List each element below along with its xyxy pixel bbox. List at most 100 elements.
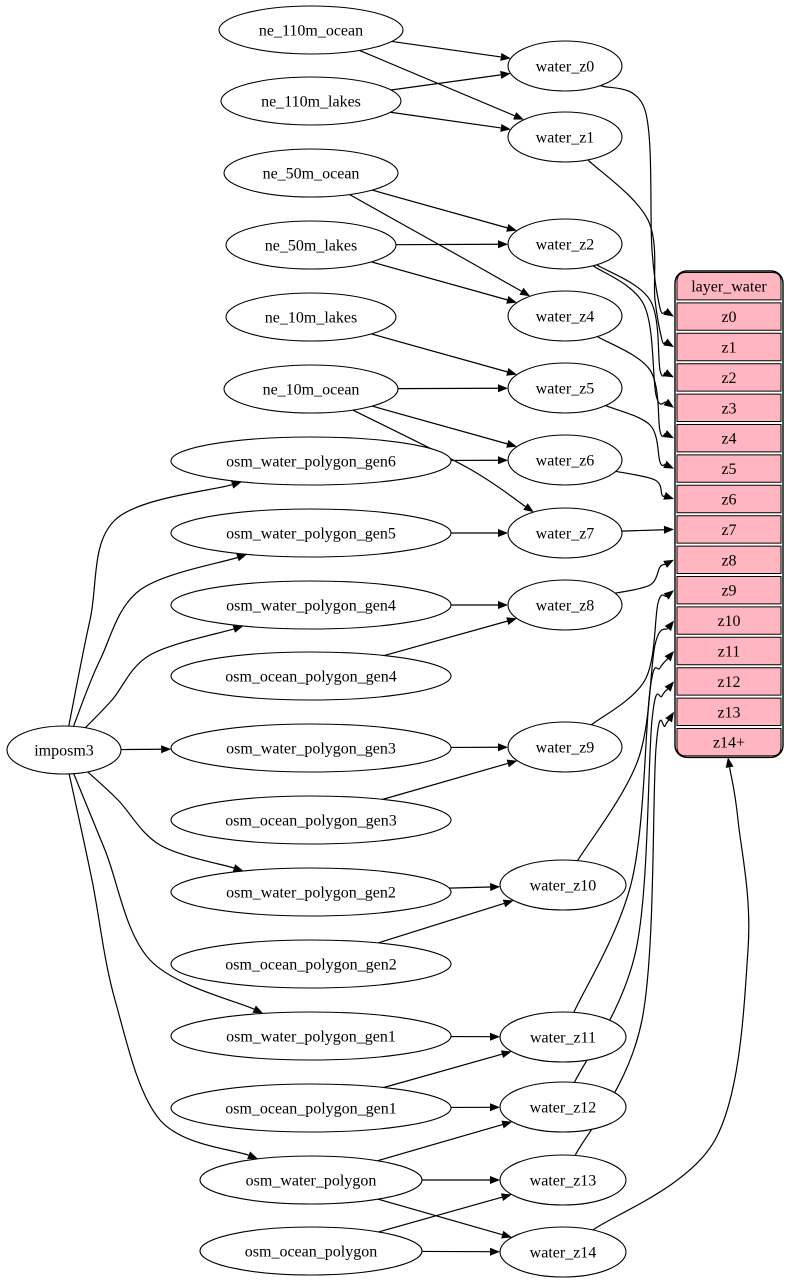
table-row-z5 <box>676 454 782 483</box>
edge-water_z4-to-z4 <box>597 336 666 437</box>
node-label: water_z9 <box>536 740 595 757</box>
arrowhead-icon <box>500 52 511 61</box>
arrowhead-icon <box>498 601 508 609</box>
node-ne_10m_lakes: ne_10m_lakes <box>225 292 397 342</box>
node-water_z4: water_z4 <box>507 290 623 342</box>
node-ellipse <box>499 1011 627 1063</box>
node-label: osm_water_polygon_gen4 <box>226 598 396 615</box>
node-ellipse <box>507 507 623 559</box>
node-label: osm_water_polygon_gen6 <box>226 454 396 471</box>
table-row-z12 <box>676 667 782 696</box>
node-ellipse <box>225 292 397 342</box>
arrowhead-icon <box>232 864 244 872</box>
node-water_z1: water_z1 <box>507 111 623 163</box>
node-ne_10m_ocean: ne_10m_ocean <box>223 364 399 414</box>
node-label: osm_water_polygon_gen1 <box>226 1029 396 1046</box>
edge-osm_water_polygon-to-water_z12 <box>377 1123 503 1162</box>
node-osm_ocean_polygon_gen1: osm_ocean_polygon_gen1 <box>170 1083 452 1133</box>
table-row-z6 <box>676 484 782 514</box>
table-header-cell <box>676 272 782 301</box>
node-label: water_z1 <box>536 130 595 147</box>
edge-imposm3-to-osm_water_polygon_gen4 <box>84 628 234 729</box>
table-row-label: z0 <box>721 309 736 326</box>
node-water_z7: water_z7 <box>507 507 623 559</box>
arrowhead-icon <box>506 368 517 376</box>
node-ellipse <box>170 580 452 630</box>
node-water_z14: water_z14 <box>499 1226 627 1278</box>
edge-water_z12-to-z12 <box>573 688 669 1083</box>
arrowhead-icon <box>664 620 674 631</box>
node-water_z11: water_z11 <box>499 1011 627 1063</box>
edge-ne_10m_ocean-to-water_z7 <box>352 409 526 508</box>
arrowhead-icon <box>247 1151 258 1159</box>
node-osm_ocean_polygon: osm_ocean_polygon <box>199 1226 423 1276</box>
nodes: ne_110m_ocean ne_110m_lakes ne_50m_oceanne… <box>6 5 627 1278</box>
edge-osm_ocean_polygon-to-water_z13 <box>378 1196 503 1233</box>
arrowhead-icon <box>490 1176 500 1184</box>
node-ellipse <box>170 651 452 701</box>
arrowhead-icon <box>490 883 501 892</box>
arrowhead-icon <box>230 480 242 489</box>
node-ellipse <box>499 859 627 911</box>
node-ellipse <box>199 1155 423 1205</box>
table-row-label: z11 <box>718 644 741 661</box>
table-row-label: z4 <box>721 431 736 448</box>
node-ellipse <box>170 867 452 917</box>
table-row-label: z3 <box>721 400 736 417</box>
arrowhead-icon <box>663 460 674 469</box>
arrowhead-icon <box>501 1120 513 1129</box>
node-osm_water_polygon_gen4: osm_water_polygon_gen4 <box>170 580 452 630</box>
node-water_z9: water_z9 <box>507 721 623 773</box>
node-label: osm_water_polygon_gen3 <box>226 741 396 758</box>
node-osm_water_polygon_gen1: osm_water_polygon_gen1 <box>170 1011 452 1061</box>
node-label: water_z5 <box>536 381 595 398</box>
edge-water_z9-to-z9 <box>591 594 667 726</box>
arrowhead-icon <box>489 1103 501 1112</box>
table-row-z2 <box>676 363 782 392</box>
node-label: ne_110m_lakes <box>261 94 361 111</box>
table-row-label: z10 <box>717 613 740 630</box>
node-label: osm_ocean_polygon_gen3 <box>225 813 397 830</box>
node-ellipse <box>499 1226 627 1278</box>
node-label: water_z13 <box>530 1173 597 1190</box>
node-label: water_z10 <box>530 878 597 895</box>
node-ellipse <box>507 218 623 270</box>
node-imposm3: imposm3 <box>6 725 122 775</box>
node-label: osm_water_polygon_gen2 <box>226 885 396 902</box>
node-ne_50m_lakes: ne_50m_lakes <box>225 220 397 270</box>
arrowhead-icon <box>252 1005 264 1014</box>
arrowhead-icon <box>663 398 674 408</box>
node-ellipse <box>220 76 402 126</box>
node-ellipse <box>199 1226 423 1276</box>
arrowhead-icon <box>489 1247 501 1256</box>
table-row-z4 <box>676 424 782 453</box>
edge-ne_110m_ocean-to-water_z0 <box>391 40 501 58</box>
arrowhead-icon <box>663 492 674 500</box>
table-row-z3 <box>676 393 782 422</box>
node-osm_ocean_polygon_gen4: osm_ocean_polygon_gen4 <box>170 651 452 701</box>
table-row-label: z9 <box>721 583 736 600</box>
arrowhead-icon <box>523 503 534 513</box>
table-row-label: z8 <box>721 552 736 569</box>
table-row-z1 <box>676 332 782 362</box>
table-row-z13 <box>676 697 782 726</box>
node-label: water_z7 <box>536 526 595 543</box>
edge-osm_ocean_polygon_gen4-to-water_z8 <box>384 620 508 657</box>
node-water_z5: water_z5 <box>507 362 623 414</box>
arrowhead-icon <box>497 456 509 465</box>
node-osm_water_polygon: osm_water_polygon <box>199 1155 423 1205</box>
arrowhead-icon <box>663 307 674 317</box>
arrowhead-icon <box>497 240 509 249</box>
node-osm_ocean_polygon_gen3: osm_ocean_polygon_gen3 <box>170 795 452 845</box>
edge-ne_10m_ocean-to-water_z6 <box>371 405 508 445</box>
node-water_z13: water_z13 <box>499 1154 627 1206</box>
node-ellipse <box>170 436 452 486</box>
node-label: water_z12 <box>530 1100 597 1117</box>
edge-ne_110m_lakes-to-water_z1 <box>390 111 501 129</box>
edge-osm_ocean_polygon_gen1-to-water_z11 <box>383 1053 503 1089</box>
edge-imposm3-to-osm_water_polygon_gen2 <box>87 771 235 869</box>
node-ellipse <box>499 1154 627 1206</box>
table-row-z8 <box>676 545 782 574</box>
node-ellipse <box>170 795 452 845</box>
node-water_z12: water_z12 <box>499 1081 627 1133</box>
